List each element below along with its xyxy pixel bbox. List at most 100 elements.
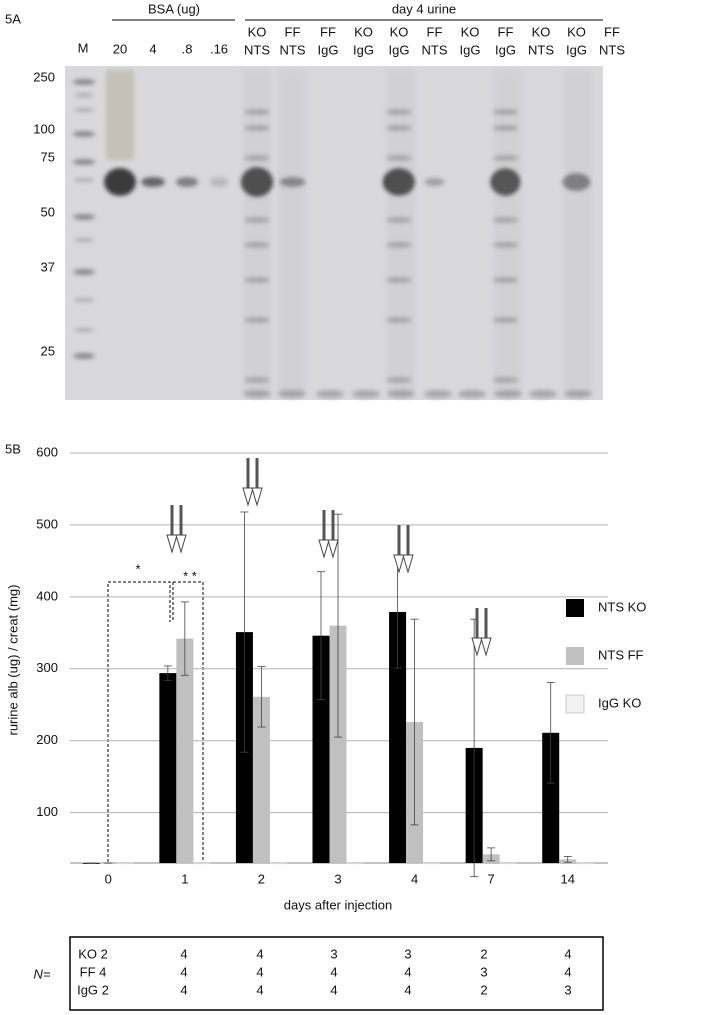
arrow-head [480,637,492,657]
band [104,168,136,196]
ladder-band [74,238,94,242]
lane-label: 4 [149,41,156,56]
n-cell: 3 [480,964,487,979]
legend-label: NTS FF [598,647,644,662]
lane-label: NTS [280,42,306,57]
bar [252,696,270,863]
n-cell: 3 [330,946,337,961]
lane-label: IgG [495,42,516,57]
y-tick-label: 100 [36,804,58,819]
lane-label: KO [354,24,373,39]
band [424,390,452,398]
bar [575,862,594,865]
group-label: day 4 urine [392,1,456,16]
band [141,177,165,187]
bar [176,638,194,863]
lane-label: KO [390,24,409,39]
error-bar [163,665,172,681]
n-cell: 4 [256,982,263,997]
y-tick-label: 600 [36,444,58,459]
lane-label: KO [461,24,480,39]
n-cell: 3 [404,946,411,961]
lane-label: NTS [599,42,625,57]
x-tick-label: 0 [105,871,112,886]
bar [116,862,135,865]
ladder-band [73,159,95,165]
n-cell: 4 [180,964,187,979]
x-tick-label: 4 [411,871,418,886]
x-tick-label: 14 [560,871,574,886]
x-tick-label: 1 [181,871,188,886]
y-tick-label: 300 [36,660,58,675]
n-label: N= [34,966,51,981]
arrow-head [402,554,414,574]
mw-marker: 250 [33,69,55,84]
n-cell: 2 [480,982,487,997]
lane-label: .8 [182,41,193,56]
band [176,177,198,187]
band [529,390,557,398]
bar [312,635,330,863]
n-table-box [69,936,604,1011]
y-tick-label: 500 [36,516,58,531]
bar [542,732,560,863]
annotation: * * [183,568,197,583]
lane-label: IgG [318,42,339,57]
smear [106,70,134,160]
mw-marker: 50 [41,204,55,219]
n-cell: 4 [564,964,571,979]
annotation: * [135,561,140,576]
arrow-head [251,487,263,507]
ladder-band [74,93,94,97]
smear [243,70,271,395]
n-cell: IgG 2 [77,982,109,997]
lane-label: IgG [389,42,410,57]
legend-label: IgG KO [598,695,641,710]
lane-label: KO [567,24,586,39]
band [564,390,592,398]
legend-swatch [566,647,584,665]
ladder-band [73,269,95,275]
n-cell: KO 2 [78,946,108,961]
smear [494,70,522,395]
error-bar [240,511,249,753]
y-tick-label: 200 [36,732,58,747]
x-tick-label: 7 [488,871,495,886]
ladder-band [74,108,94,112]
error-bar [257,666,266,728]
lane-label: 20 [113,41,127,56]
arrow-head [242,487,254,507]
n-cell: 4 [330,964,337,979]
bar [346,862,364,865]
bar [99,863,117,864]
arrow-head [393,554,405,574]
mw-marker: 75 [41,149,55,164]
group-label: BSA (ug) [148,1,200,16]
x-tick-label: 2 [258,871,265,886]
band [352,390,380,398]
panel-label: 5B [5,441,21,456]
n-cell: 4 [180,946,187,961]
n-cell: 4 [256,964,263,979]
mw-marker: 37 [41,259,55,274]
arrow-head [471,637,483,657]
bar [82,863,100,864]
band [494,390,522,398]
ladder-band [74,178,94,182]
lane-label: M [78,40,89,55]
bar [422,862,441,865]
arrow-head [318,539,330,559]
gel-image [65,66,603,400]
ladder-band [74,328,94,332]
bar [193,862,211,865]
significance-brackets [107,581,204,862]
y-tick-label: 400 [36,588,58,603]
ladder-band [73,353,95,359]
arrow-head [175,534,187,554]
ladder-band [73,131,95,137]
band [316,390,344,398]
legend-label: NTS KO [598,599,646,614]
smear [564,70,592,395]
n-cell: 4 [404,982,411,997]
